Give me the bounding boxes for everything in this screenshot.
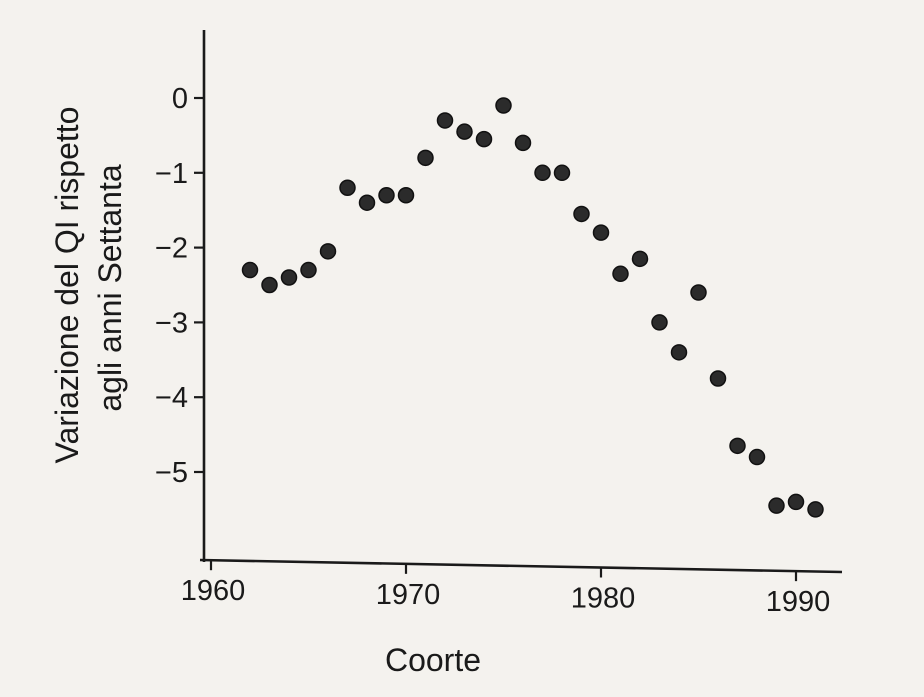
data-point [495,97,512,114]
y-tick-label: −2 [155,233,188,265]
x-tick-label: 1960 [181,575,246,607]
data-point [397,186,415,204]
data-point [319,243,337,260]
data-point [534,164,551,182]
data-point [339,179,356,197]
data-point [748,448,766,466]
x-axis-title: Coorte [385,642,481,678]
data-point [592,224,610,241]
y-axis-title-line: Variazione del QI rispetto [49,107,85,464]
y-tick-label: −1 [155,158,188,190]
data-point [631,250,649,268]
data-point [670,344,688,361]
data-point [475,130,493,148]
x-axis-line [199,558,843,574]
data-point [612,265,629,283]
data-point [573,205,590,223]
x-tick-label: 1990 [766,586,831,618]
y-tick-label: −3 [155,307,188,339]
data-point [436,112,454,129]
data-point [261,276,278,294]
x-tick-label: 1980 [571,582,636,614]
y-tick-label: 0 [172,83,188,115]
data-point [378,186,395,204]
data-point [709,370,727,387]
y-axis-title-line: agli anni Settanta [92,164,128,412]
data-point [768,497,785,514]
data-point [729,437,746,455]
data-point [417,149,434,167]
y-tick-label: −5 [155,457,188,489]
data-point [553,164,571,182]
data-point [690,284,707,301]
data-point [241,261,259,279]
data-point [514,134,532,152]
x-tick-label: 1970 [376,579,441,611]
data-point [300,261,317,279]
data-point [651,314,668,331]
data-point [358,194,376,211]
data-point [787,493,805,511]
data-point [280,269,298,286]
y-tick-label: −4 [155,382,188,414]
data-point [807,501,824,518]
data-point [456,123,473,140]
